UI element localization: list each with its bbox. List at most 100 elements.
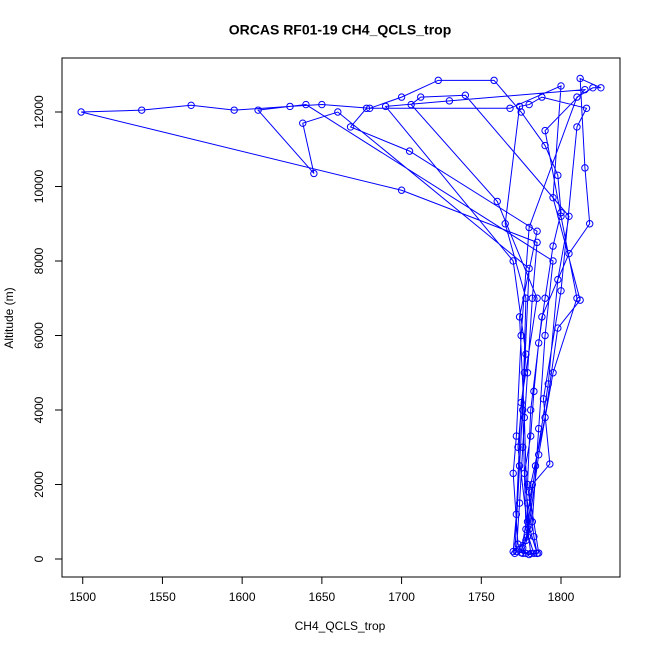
- data-point: [519, 544, 527, 552]
- data-point: [546, 460, 554, 468]
- data-point: [405, 147, 414, 155]
- data-point: [541, 294, 549, 302]
- chart-title: ORCAS RF01-19 CH4_QCLS_trop: [229, 22, 452, 38]
- data-point: [525, 223, 533, 232]
- data-point: [531, 462, 540, 470]
- y-tick-label: 12000: [32, 95, 46, 129]
- x-tick-label: 1500: [69, 590, 96, 604]
- x-tick-label: 1700: [388, 590, 415, 604]
- y-tick-label: 8000: [32, 247, 46, 274]
- data-point: [310, 169, 318, 178]
- y-tick-label: 10000: [32, 170, 46, 204]
- data-point: [254, 106, 262, 114]
- data-point: [520, 369, 529, 377]
- data-point: [530, 549, 538, 558]
- data-point: [417, 93, 425, 101]
- data-point: [554, 324, 562, 332]
- data-point: [581, 164, 589, 172]
- y-tick-label: 4000: [32, 396, 46, 423]
- data-point: [565, 212, 573, 221]
- data-point: [517, 548, 525, 557]
- data-point: [573, 123, 581, 131]
- data-point: [525, 264, 533, 273]
- data-point: [334, 108, 342, 116]
- data-point: [77, 108, 85, 116]
- y-axis-label: Altitude (m): [2, 287, 16, 348]
- data-point: [506, 104, 514, 112]
- data-point: [523, 480, 532, 489]
- x-axis-label: CH4_QCLS_trop: [295, 619, 386, 633]
- data-point: [544, 380, 552, 388]
- data-point: [528, 518, 537, 526]
- data-point: [515, 499, 524, 507]
- data-point: [523, 369, 532, 377]
- data-point: [381, 102, 390, 111]
- data-point: [525, 100, 533, 109]
- data-point: [461, 91, 470, 99]
- data-point: [541, 141, 549, 150]
- data-point: [515, 313, 524, 321]
- data-point: [554, 171, 562, 180]
- data-point: [523, 532, 532, 541]
- data-point: [557, 208, 565, 217]
- data-point: [582, 104, 591, 112]
- x-tick-label: 1750: [468, 590, 495, 604]
- data-point: [533, 294, 541, 302]
- data-point: [527, 406, 535, 414]
- data-point: [522, 350, 530, 358]
- data-point: [520, 413, 529, 422]
- data-point: [512, 510, 521, 519]
- data-point: [397, 186, 406, 194]
- data-point: [597, 84, 605, 92]
- data-point: [509, 547, 517, 556]
- data-point: [538, 93, 546, 101]
- data-point: [557, 287, 565, 295]
- data-point: [365, 104, 374, 112]
- y-tick-label: 6000: [32, 322, 46, 349]
- data-point: [554, 275, 562, 284]
- data-point: [509, 469, 517, 478]
- data-point: [528, 480, 537, 489]
- data-point: [514, 443, 522, 451]
- data-point: [187, 101, 195, 110]
- y-tick-label: 2000: [32, 471, 46, 498]
- data-point: [517, 398, 525, 407]
- data-point: [519, 443, 527, 451]
- data-point: [525, 488, 533, 496]
- data-point: [501, 220, 509, 228]
- data-point: [533, 549, 541, 558]
- data-point: [520, 469, 529, 478]
- data-point: [541, 126, 549, 135]
- data-point: [541, 331, 549, 340]
- data-point: [138, 106, 146, 114]
- data-point: [299, 119, 307, 127]
- data-point: [407, 100, 415, 109]
- data-point: [538, 313, 546, 321]
- data-point: [557, 212, 565, 221]
- x-tick-label: 1600: [229, 590, 256, 604]
- data-point: [530, 387, 538, 396]
- data-point: [362, 104, 371, 112]
- data-point: [525, 525, 533, 533]
- data-point: [586, 220, 594, 228]
- data-point: [534, 339, 543, 347]
- data-point: [522, 549, 530, 558]
- data-point: [515, 102, 524, 111]
- data-point: [522, 536, 530, 545]
- data-point: [565, 249, 573, 258]
- data-point: [286, 102, 294, 111]
- data-point: [490, 76, 498, 85]
- data-line: [81, 77, 602, 556]
- data-point: [576, 296, 584, 304]
- x-tick-label: 1800: [548, 590, 575, 604]
- data-point: [515, 462, 524, 470]
- data-point: [523, 518, 532, 526]
- data-point: [514, 540, 522, 548]
- data-point: [576, 74, 584, 83]
- data-point: [509, 257, 517, 265]
- data-point: [522, 525, 530, 533]
- data-point: [549, 257, 557, 265]
- data-point: [346, 123, 355, 131]
